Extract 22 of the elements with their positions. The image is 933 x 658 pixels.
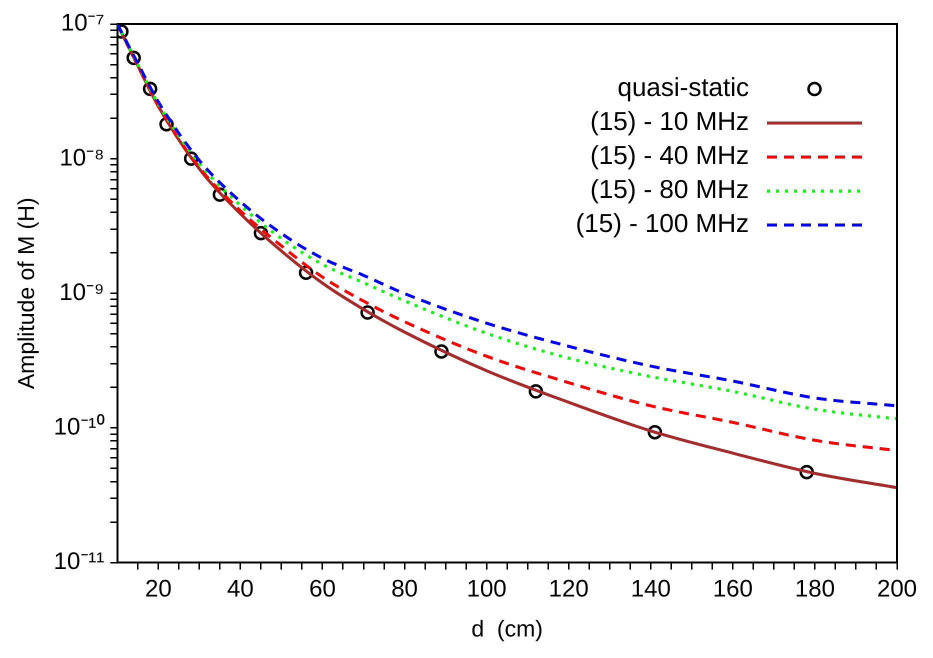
y-tick-label: 10⁻⁸ — [59, 144, 104, 172]
x-tick-label: 200 — [876, 576, 918, 603]
y-tick-label: 10⁻¹⁰ — [54, 414, 104, 441]
legend-label: (15) - 40 MHz — [590, 140, 749, 170]
x-tick-label: 40 — [227, 576, 254, 603]
x-tick-label: 20 — [144, 576, 172, 603]
x-tick-label: 160 — [712, 576, 753, 603]
legend-label: (15) - 80 MHz — [590, 174, 749, 204]
y-tick-label: 10⁻⁷ — [60, 10, 104, 37]
x-axis-title: d (cm) — [471, 616, 543, 642]
x-tick-label: 80 — [391, 576, 418, 603]
legend-label: (15) - 10 MHz — [590, 106, 749, 136]
legend-label: (15) - 100 MHz — [576, 208, 749, 238]
y-tick-label: 10⁻¹¹ — [54, 548, 104, 576]
legend-label: quasi-static — [618, 72, 749, 102]
x-tick-label: 100 — [466, 576, 507, 603]
x-tick-label: 60 — [309, 576, 336, 603]
x-tick-label: 140 — [630, 576, 671, 603]
y-tick-label: 10⁻⁹ — [59, 278, 104, 306]
y-axis-title: Amplitude of M (H) — [13, 197, 40, 390]
x-tick-label: 120 — [548, 576, 589, 603]
x-tick-label: 180 — [794, 576, 835, 603]
